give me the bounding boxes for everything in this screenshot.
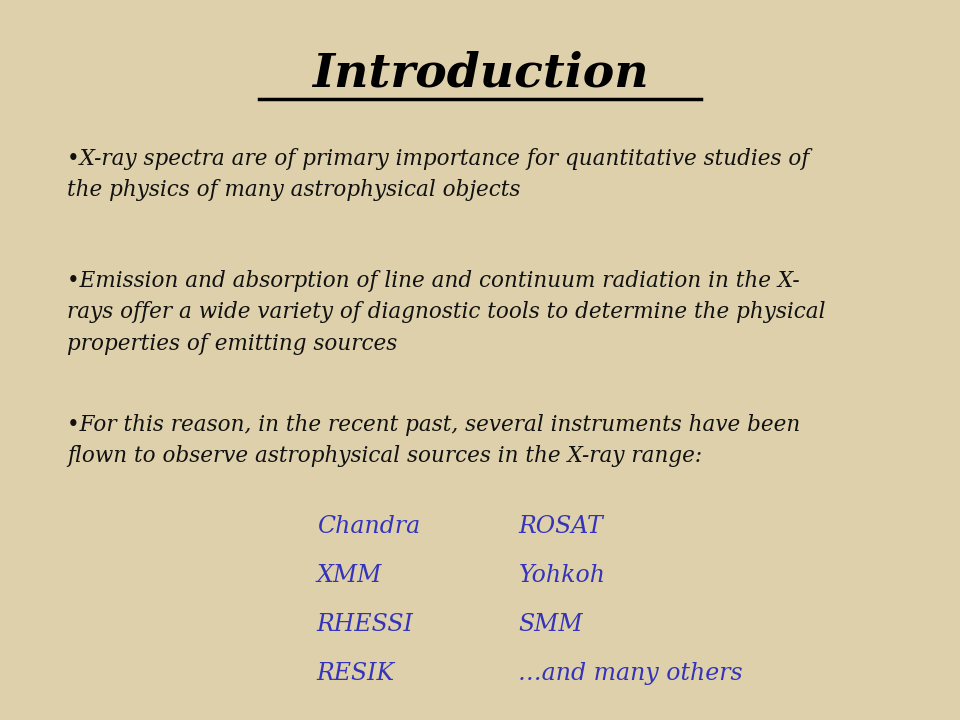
Text: XMM: XMM	[317, 564, 382, 587]
Text: …and many others: …and many others	[518, 662, 743, 685]
Text: Introduction: Introduction	[312, 50, 648, 96]
Text: ROSAT: ROSAT	[518, 515, 603, 538]
Text: •For this reason, in the recent past, several instruments have been
flown to obs: •For this reason, in the recent past, se…	[67, 414, 801, 467]
Text: •X-ray spectra are of primary importance for quantitative studies of
the physics: •X-ray spectra are of primary importance…	[67, 148, 809, 201]
Text: •Emission and absorption of line and continuum radiation in the X-
rays offer a : •Emission and absorption of line and con…	[67, 270, 826, 355]
Text: SMM: SMM	[518, 613, 583, 636]
Text: RESIK: RESIK	[317, 662, 395, 685]
Text: Yohkoh: Yohkoh	[518, 564, 606, 587]
Text: RHESSI: RHESSI	[317, 613, 414, 636]
Text: Chandra: Chandra	[317, 515, 420, 538]
